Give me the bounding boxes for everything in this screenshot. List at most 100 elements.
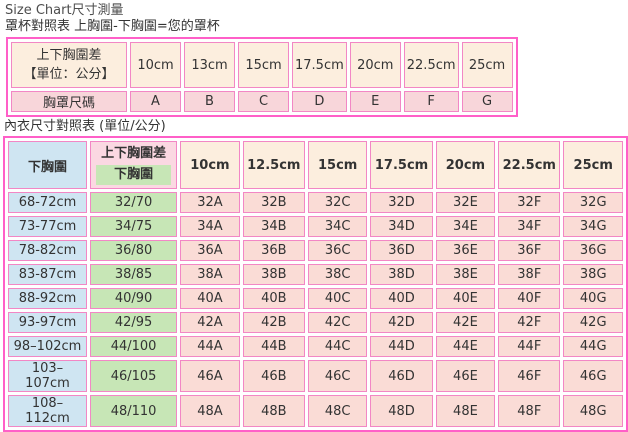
cup-size-row-label: 胸罩尺碼 (11, 91, 127, 112)
bra-size-cell: 36F (498, 240, 561, 261)
underbust-sub-label: 下胸圍 (95, 165, 172, 185)
bra-size-cell: 32G (563, 192, 623, 213)
bra-size-cell: 36G (563, 240, 623, 261)
bra-size-cell: 48A (180, 395, 240, 427)
bra-size-cell: 42E (435, 312, 496, 333)
size-chart-page: Size Chart尺寸測量 罩杯對照表 上胸圍-下胸圍=您的罩杯 上下胸圍差 … (3, 3, 628, 432)
bra-size-cell: 44B (242, 336, 305, 357)
diff-over-underbust-header: 上下胸圍差 下胸圍 (89, 141, 178, 189)
bra-size-cell: 44A (180, 336, 240, 357)
intl-size-cell: 34/75 (89, 216, 178, 237)
size-table-row: 98–102cm 44/100 44A 44B 44C 44D 44E 44F 44G (8, 336, 623, 357)
size-diff-column-header: 25cm (563, 141, 623, 189)
cup-table-header-line1: 上下胸圍差 (36, 48, 102, 63)
bra-size-cell: 40F (498, 288, 561, 309)
size-header-row: 下胸圍 上下胸圍差 下胸圍 10cm 12.5cm 15cm 17.5cm 20cm 22… (8, 141, 623, 189)
bra-size-cell: 42D (370, 312, 433, 333)
bra-size-cell: 40G (563, 288, 623, 309)
underbust-range-cell: 68-72cm (8, 192, 87, 213)
cup-diff-column-header: 17.5cm (292, 42, 347, 88)
cup-diff-column-header: 10cm (130, 42, 181, 88)
bra-size-cell: 44C (307, 336, 368, 357)
bra-size-cell: 38F (498, 264, 561, 285)
bra-size-cell: 44F (498, 336, 561, 357)
page-title: Size Chart尺寸測量 (5, 3, 124, 18)
cup-size-cell: C (238, 91, 289, 112)
cup-size-cell: G (461, 91, 513, 112)
cup-size-cell: A (130, 91, 181, 112)
bra-size-cell: 34E (435, 216, 496, 237)
bra-size-cell: 48C (307, 395, 368, 427)
bra-size-cell: 36A (180, 240, 240, 261)
bra-size-cell: 44E (435, 336, 496, 357)
cup-table-header-line2: 【單位：公分】 (23, 67, 115, 82)
bra-size-cell: 48E (435, 395, 496, 427)
size-table-body: 68-72cm 32/70 32A 32B 32C 32D 32E 32F 32G 73-77cm… (8, 192, 623, 427)
underbust-range-cell: 103–107cm (8, 360, 87, 392)
bra-size-cell: 32D (370, 192, 433, 213)
cup-diff-column-header: 15cm (238, 42, 289, 88)
underbust-range-cell: 73-77cm (8, 216, 87, 237)
intl-size-cell: 38/85 (89, 264, 178, 285)
bra-size-cell: 42G (563, 312, 623, 333)
cup-size-cell: D (292, 91, 347, 112)
bra-size-cell: 32A (180, 192, 240, 213)
cup-size-cell: E (349, 91, 401, 112)
cup-table-header-label: 上下胸圍差 【單位：公分】 (11, 42, 127, 88)
size-diff-column-header: 17.5cm (370, 141, 433, 189)
bra-size-cell: 36D (370, 240, 433, 261)
bra-size-cell: 42F (498, 312, 561, 333)
cup-table-caption: 罩杯對照表 上胸圍-下胸圍=您的罩杯 (5, 19, 220, 34)
intl-size-cell: 48/110 (89, 395, 178, 427)
underbust-column-header: 下胸圍 (8, 141, 87, 189)
bra-size-cell: 44G (563, 336, 623, 357)
size-diff-column-header: 12.5cm (242, 141, 305, 189)
underbust-range-cell: 93-97cm (8, 312, 87, 333)
bra-size-cell: 46G (563, 360, 623, 392)
size-table-row: 103–107cm 46/105 46A 46B 46C 46D 46E 46F 46G (8, 360, 623, 392)
size-table-row: 68-72cm 32/70 32A 32B 32C 32D 32E 32F 32G (8, 192, 623, 213)
cup-comparison-table: 上下胸圍差 【單位：公分】 10cm 13cm 15cm 17.5cm 20cm 22.5… (6, 37, 518, 117)
bra-size-cell: 36C (307, 240, 368, 261)
diff-header-label: 上下胸圍差 (101, 146, 167, 161)
size-table-row: 78-82cm 36/80 36A 36B 36C 36D 36E 36F 36G (8, 240, 623, 261)
size-comparison-table: 下胸圍 上下胸圍差 下胸圍 10cm 12.5cm 15cm 17.5cm 20cm 22… (3, 136, 628, 432)
underbust-range-cell: 83-87cm (8, 264, 87, 285)
bra-size-cell: 36E (435, 240, 496, 261)
bra-size-cell: 40B (242, 288, 305, 309)
size-diff-column-header: 22.5cm (498, 141, 561, 189)
bra-size-cell: 38C (307, 264, 368, 285)
bra-size-cell: 48F (498, 395, 561, 427)
bra-size-cell: 38A (180, 264, 240, 285)
bra-size-cell: 40E (435, 288, 496, 309)
bra-size-cell: 38G (563, 264, 623, 285)
cup-diff-column-header: 13cm (184, 42, 235, 88)
underbust-range-cell: 78-82cm (8, 240, 87, 261)
bra-size-cell: 34F (498, 216, 561, 237)
bra-size-cell: 38D (370, 264, 433, 285)
bra-size-cell: 40A (180, 288, 240, 309)
size-diff-column-header: 20cm (435, 141, 496, 189)
size-table-row: 83-87cm 38/85 38A 38B 38C 38D 38E 38F 38G (8, 264, 623, 285)
bra-size-cell: 34C (307, 216, 368, 237)
bra-size-cell: 38B (242, 264, 305, 285)
bra-size-cell: 48G (563, 395, 623, 427)
bra-size-cell: 48B (242, 395, 305, 427)
cup-diff-column-header: 22.5cm (403, 42, 459, 88)
bra-size-cell: 38E (435, 264, 496, 285)
size-diff-column-header: 10cm (180, 141, 240, 189)
bra-size-cell: 46E (435, 360, 496, 392)
bra-size-cell: 34A (180, 216, 240, 237)
bra-size-cell: 32C (307, 192, 368, 213)
intl-size-cell: 36/80 (89, 240, 178, 261)
size-diff-column-header: 15cm (307, 141, 368, 189)
underbust-range-cell: 108–112cm (8, 395, 87, 427)
bra-size-cell: 40D (370, 288, 433, 309)
intl-size-cell: 32/70 (89, 192, 178, 213)
bra-size-cell: 32E (435, 192, 496, 213)
bra-size-cell: 46F (498, 360, 561, 392)
cup-size-cell: F (403, 91, 459, 112)
underbust-range-cell: 98–102cm (8, 336, 87, 357)
bra-size-cell: 44D (370, 336, 433, 357)
cup-diff-row: 上下胸圍差 【單位：公分】 10cm 13cm 15cm 17.5cm 20cm 22.5… (11, 42, 513, 88)
